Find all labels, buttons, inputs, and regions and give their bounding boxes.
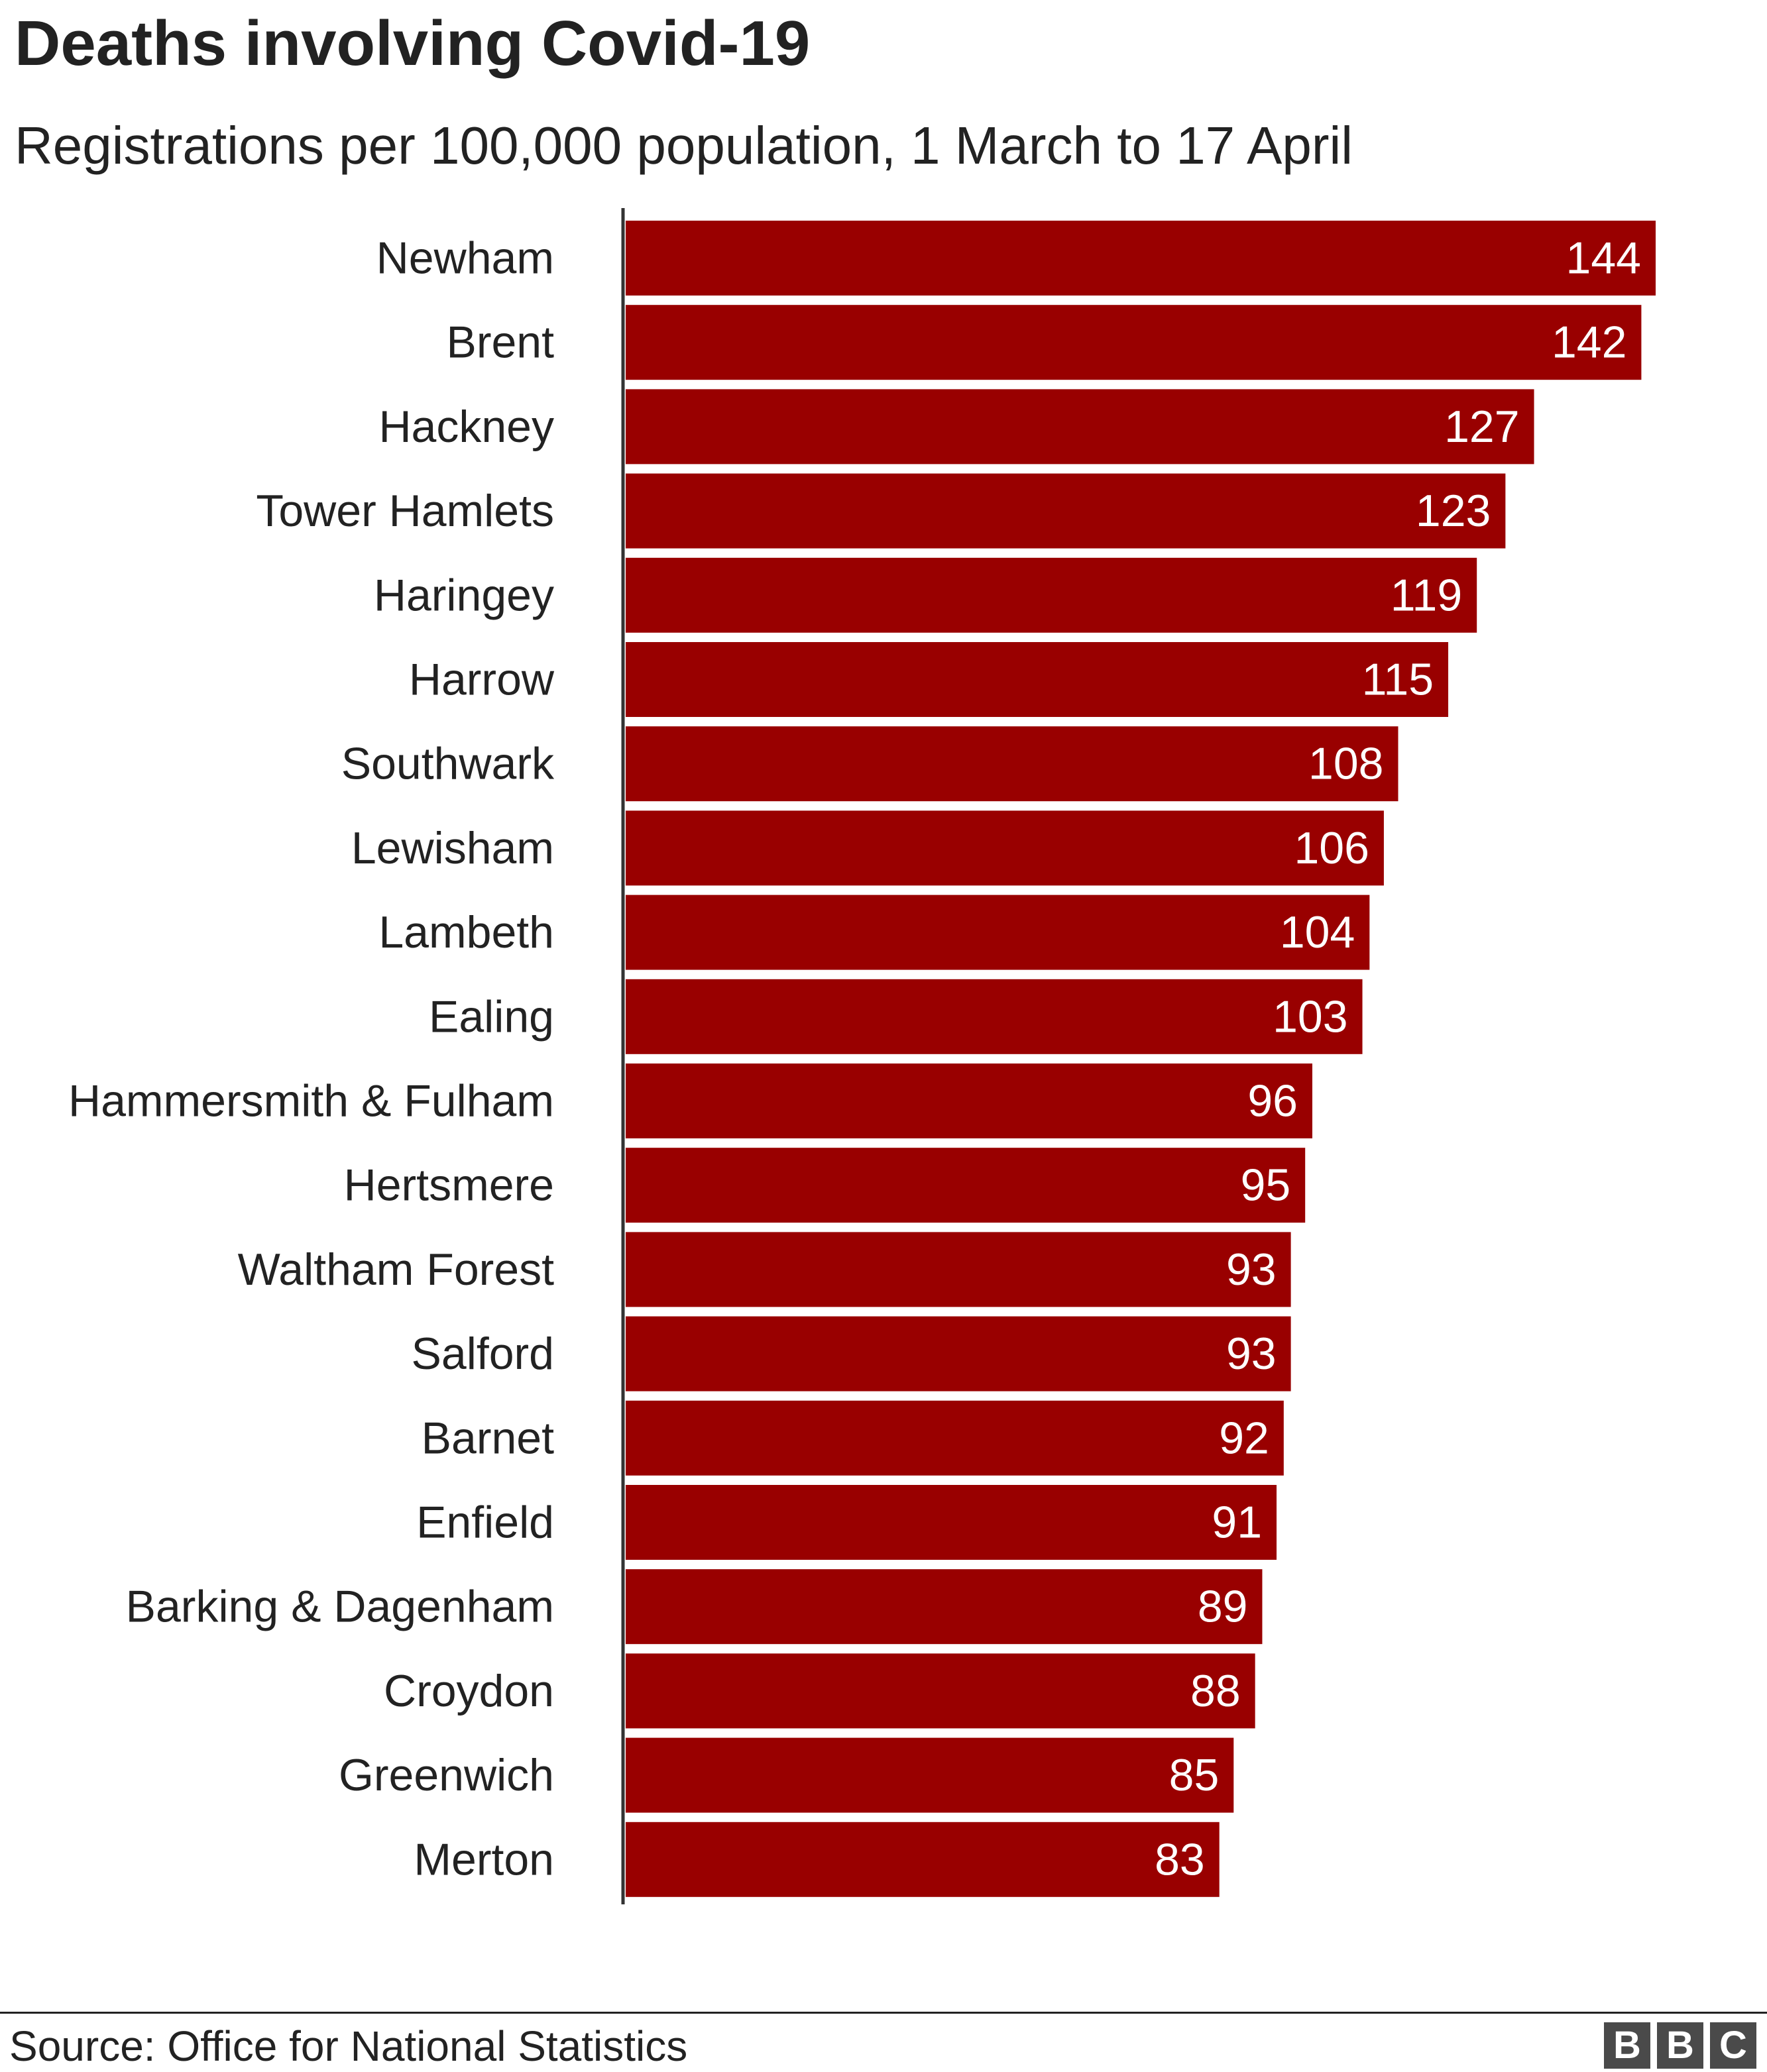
logo-letter-b1: B: [1604, 2022, 1650, 2069]
bar-group: Haringey 119: [374, 557, 1477, 633]
value-label: 91: [1212, 1498, 1262, 1548]
bar-group: Hackney 127: [378, 389, 1534, 464]
source-note: Source: Office for National Statistics: [9, 2022, 688, 2070]
value-label: 89: [1198, 1582, 1248, 1632]
bar-chart: Newham 144 Brent 142 Hackney 127 Tower Hamlets…: [68, 208, 1656, 1904]
bar-group: Enfield 91: [416, 1485, 1277, 1560]
bar: [626, 1148, 1306, 1223]
logo-letter-c: C: [1710, 2022, 1756, 2069]
bar-group: Newham 144: [376, 221, 1656, 296]
bar: [626, 1737, 1234, 1813]
bar-group: Croydon 88: [384, 1653, 1255, 1729]
category-label: Greenwich: [339, 1750, 554, 1800]
category-label: Lewisham: [351, 823, 554, 873]
bar: [626, 1569, 1263, 1645]
category-label: Barking & Dagenham: [126, 1582, 554, 1632]
bar: [626, 557, 1477, 633]
bar-group: Salford 93: [412, 1316, 1291, 1391]
value-label: 83: [1155, 1834, 1205, 1884]
bar-group: Ealing 103: [429, 979, 1363, 1054]
category-label: Hertsmere: [344, 1160, 554, 1211]
category-label: Southwark: [341, 739, 555, 789]
chart-title: Deaths involving Covid-19: [15, 8, 811, 79]
bar-group: Lewisham 106: [351, 810, 1384, 886]
bar: [626, 726, 1398, 802]
bar-group: Merton 83: [414, 1822, 1220, 1897]
category-label: Haringey: [374, 570, 554, 620]
footer-divider: [0, 2012, 1767, 2014]
bar: [626, 642, 1449, 717]
category-label: Newham: [376, 233, 554, 284]
bar: [626, 895, 1370, 970]
bar-group: Lambeth 104: [378, 895, 1370, 970]
bar-group: Waltham Forest 93: [238, 1232, 1291, 1307]
value-label: 93: [1226, 1329, 1277, 1379]
category-label: Hackney: [378, 402, 554, 452]
value-label: 144: [1566, 233, 1641, 284]
category-label: Ealing: [429, 991, 554, 1042]
bar: [626, 389, 1534, 464]
category-label: Barnet: [422, 1413, 554, 1463]
value-label: 93: [1226, 1244, 1277, 1295]
value-label: 85: [1169, 1750, 1220, 1800]
category-label: Tower Hamlets: [256, 486, 554, 536]
value-label: 123: [1416, 486, 1491, 536]
bar: [626, 473, 1506, 549]
value-label: 103: [1273, 991, 1347, 1042]
bar-group: Tower Hamlets 123: [256, 473, 1506, 549]
bar: [626, 305, 1642, 380]
bar: [626, 1400, 1284, 1476]
value-label: 106: [1294, 823, 1369, 873]
category-label: Hammersmith & Fulham: [68, 1076, 554, 1126]
category-label: Waltham Forest: [238, 1244, 554, 1295]
bar: [626, 1822, 1220, 1897]
bar-group: Hertsmere 95: [344, 1148, 1306, 1223]
bar: [626, 1316, 1291, 1391]
value-label: 108: [1308, 739, 1383, 789]
value-label: 92: [1219, 1413, 1269, 1463]
bar: [626, 1232, 1291, 1307]
bar-group: Barking & Dagenham 89: [126, 1569, 1263, 1645]
value-label: 96: [1247, 1076, 1298, 1126]
bar: [626, 979, 1363, 1054]
bar: [626, 810, 1384, 886]
value-label: 95: [1241, 1160, 1291, 1211]
value-label: 88: [1190, 1666, 1241, 1716]
category-label: Merton: [414, 1834, 554, 1884]
category-label: Salford: [412, 1329, 554, 1379]
category-label: Enfield: [416, 1498, 554, 1548]
category-label: Lambeth: [378, 907, 554, 957]
category-label: Harrow: [409, 655, 555, 705]
value-label: 119: [1391, 570, 1462, 620]
bar-group: Greenwich 85: [339, 1737, 1234, 1813]
bar: [626, 1485, 1277, 1560]
value-label: 104: [1280, 907, 1355, 957]
category-label: Croydon: [384, 1666, 554, 1716]
value-label: 115: [1362, 655, 1434, 705]
bar: [626, 1063, 1312, 1138]
bar-group: Southwark 108: [341, 726, 1398, 802]
bar: [626, 221, 1656, 296]
bar-group: Brent 142: [446, 305, 1642, 380]
chart-subtitle: Registrations per 100,000 population, 1 …: [15, 116, 1353, 175]
logo-letter-b2: B: [1657, 2022, 1703, 2069]
bar-group: Harrow 115: [409, 642, 1449, 717]
bar-group: Hammersmith & Fulham 96: [68, 1063, 1312, 1138]
bbc-logo: B B C: [1604, 2022, 1756, 2069]
value-label: 142: [1552, 317, 1626, 368]
bar-group: Barnet 92: [422, 1400, 1284, 1476]
category-label: Brent: [446, 317, 554, 368]
bar: [626, 1653, 1255, 1729]
value-label: 127: [1444, 402, 1519, 452]
